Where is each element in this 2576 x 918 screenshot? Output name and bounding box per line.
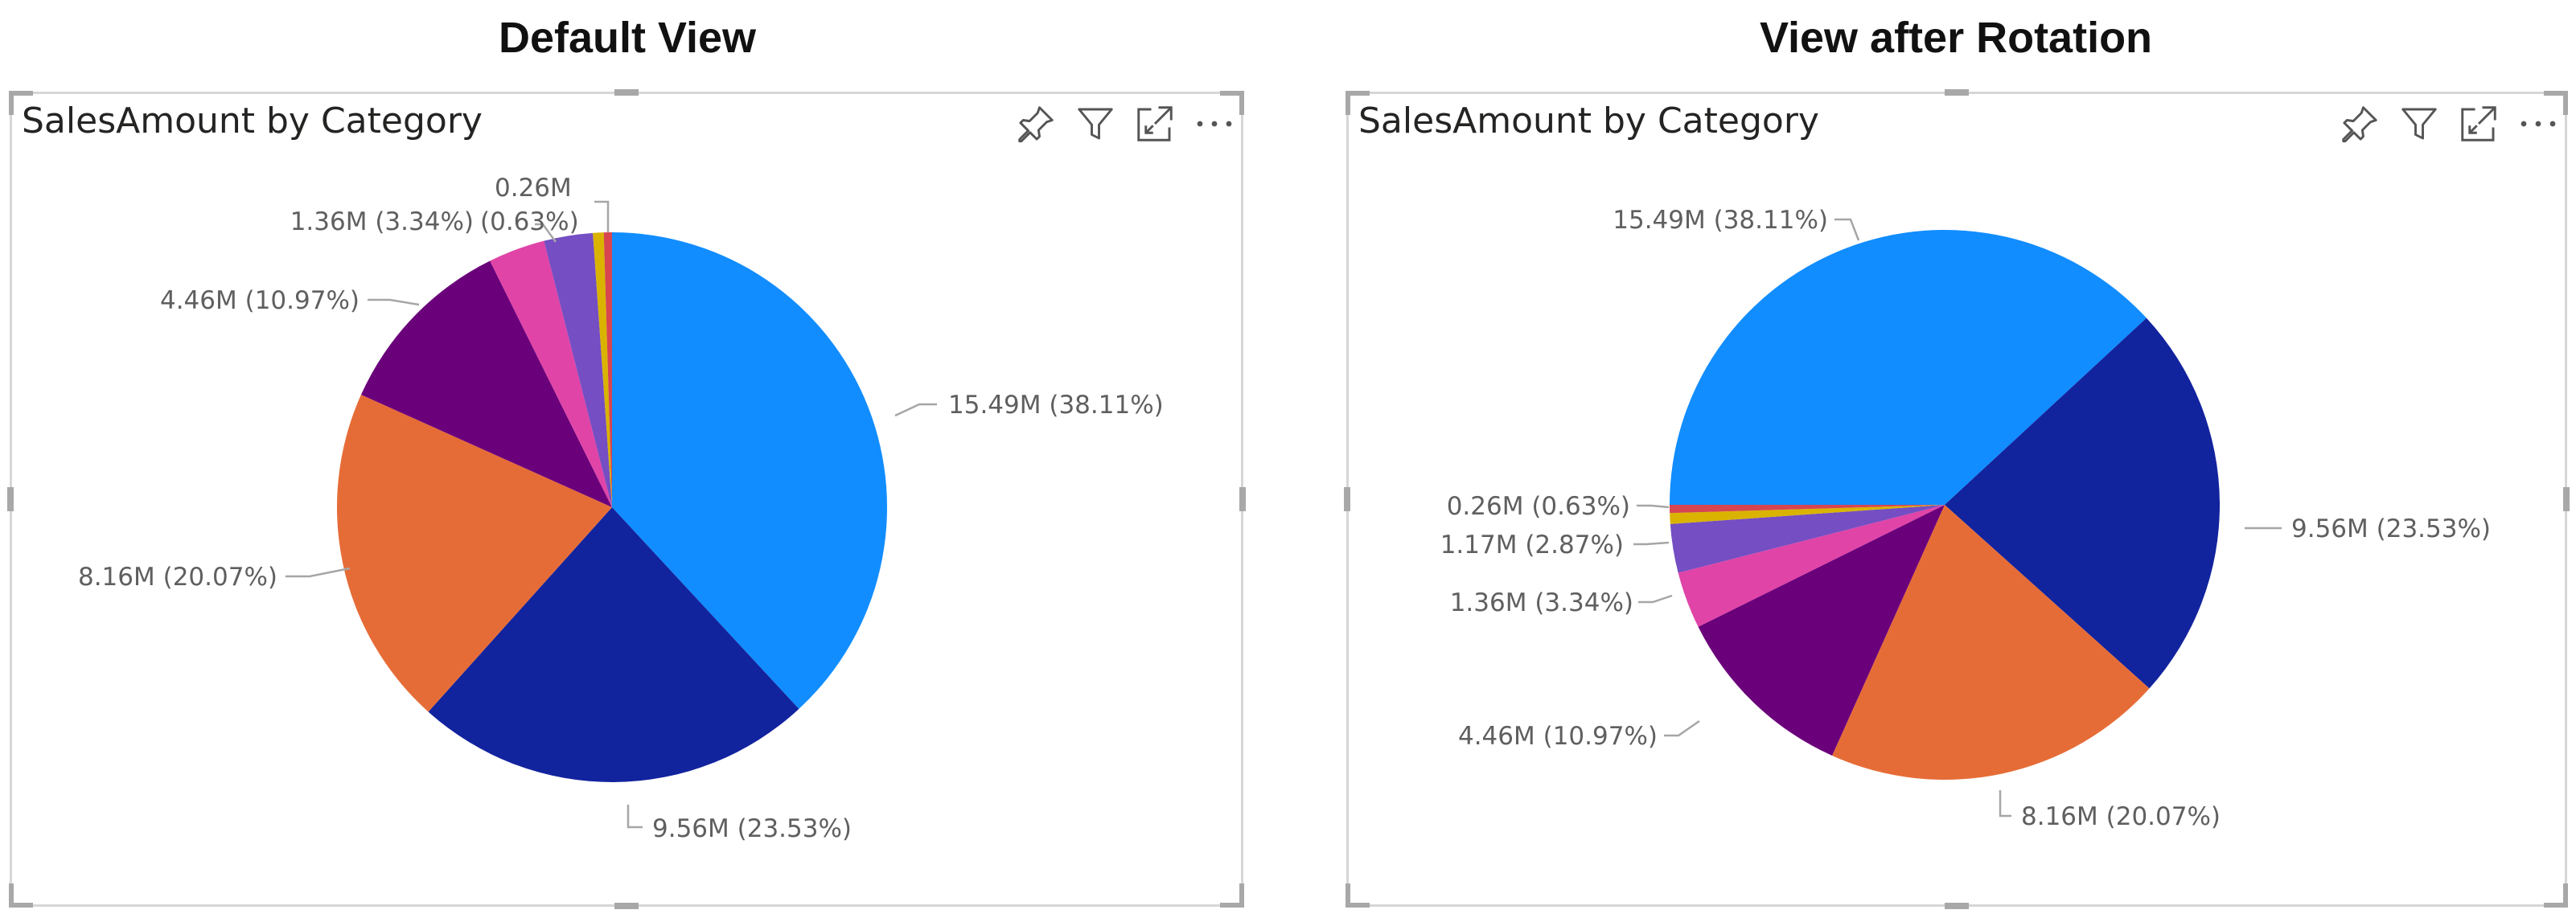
- data-label: 8.16M (20.07%): [78, 563, 277, 592]
- pie-slice[interactable]: [490, 240, 612, 507]
- pie-slices: [337, 232, 888, 783]
- leader-line: [1834, 218, 1860, 241]
- leader-line: [535, 223, 557, 243]
- pie-visual-default[interactable]: SalesAmount by Category 15.49M (38.11%) …: [7, 89, 1246, 909]
- pie-slice[interactable]: [612, 232, 888, 709]
- data-label: 8.16M (20.07%): [2021, 802, 2221, 831]
- data-label: 1.36M (3.34%): [1450, 588, 1633, 617]
- pie-slice[interactable]: [1678, 505, 1945, 627]
- data-labels: 15.49M (38.11%) 9.56M (23.53%) 8.16M (20…: [1440, 206, 2491, 831]
- leader-line: [894, 403, 937, 417]
- pie-slice[interactable]: [360, 260, 612, 507]
- leader-line: [1637, 504, 1670, 509]
- pie-visual-rotated[interactable]: SalesAmount by Category 15.49M (38.11%) …: [1344, 89, 2570, 909]
- pie-slice[interactable]: [337, 395, 612, 712]
- default-view-heading: Default View: [498, 14, 757, 62]
- data-label: 9.56M (23.53%): [2291, 514, 2491, 543]
- corner-handle[interactable]: [9, 883, 33, 908]
- leader-line: [1633, 541, 1670, 546]
- resize-handle[interactable]: [1344, 487, 1350, 511]
- pie-chart: 15.49M (38.11%) 9.56M (23.53%) 8.16M (20…: [78, 174, 1164, 843]
- resize-handle[interactable]: [614, 903, 639, 909]
- leader-line: [594, 200, 610, 232]
- data-label: 1.36M (3.34%): [290, 207, 474, 236]
- pie-slice[interactable]: [603, 232, 612, 507]
- data-label: 9.56M (23.53%): [652, 814, 852, 843]
- corner-handle[interactable]: [2544, 883, 2568, 908]
- corner-handle[interactable]: [2544, 91, 2568, 115]
- corner-handle[interactable]: [1220, 91, 1244, 115]
- more-options-icon[interactable]: [2516, 102, 2560, 145]
- pie-slice[interactable]: [1670, 229, 2147, 505]
- corner-handle[interactable]: [1220, 883, 1244, 908]
- rotated-view-heading: View after Rotation: [1759, 14, 2153, 62]
- pie-chart: 15.49M (38.11%) 9.56M (23.53%) 8.16M (20…: [1440, 206, 2491, 831]
- resize-handle[interactable]: [1239, 487, 1246, 511]
- pie-slice[interactable]: [1832, 505, 2150, 780]
- pie-slice[interactable]: [1670, 505, 1945, 573]
- visual-header-icons: [2338, 102, 2560, 145]
- visual-title: SalesAmount by Category: [22, 100, 483, 141]
- data-label: 15.49M (38.11%): [1613, 206, 1828, 235]
- more-options-icon[interactable]: [1193, 102, 1236, 145]
- leader-line: [1664, 719, 1700, 737]
- corner-handle[interactable]: [1346, 883, 1370, 908]
- corner-handle[interactable]: [1346, 91, 1370, 115]
- pie-slice[interactable]: [1670, 505, 1945, 514]
- resize-handle[interactable]: [7, 487, 14, 511]
- corner-handle[interactable]: [9, 91, 33, 115]
- filter-icon[interactable]: [1074, 102, 1117, 145]
- leader-line: [368, 298, 420, 306]
- data-label: 4.46M (10.97%): [1458, 722, 1658, 751]
- pie-slice[interactable]: [1945, 318, 2221, 689]
- resize-handle[interactable]: [1945, 903, 1969, 909]
- pie-slices: [1670, 229, 2221, 780]
- leader-line: [286, 567, 351, 578]
- resize-handle[interactable]: [1945, 89, 1969, 96]
- leader-line: [627, 805, 643, 829]
- visual-title: SalesAmount by Category: [1358, 100, 1819, 141]
- data-label: 0.26M (0.63%): [1447, 492, 1630, 521]
- leader-line: [1999, 790, 2011, 818]
- data-labels: 15.49M (38.11%) 9.56M (23.53%) 8.16M (20…: [78, 174, 1164, 843]
- focus-mode-icon[interactable]: [1133, 102, 1177, 145]
- pie-slice[interactable]: [593, 232, 612, 507]
- data-label: 0.26M: [495, 174, 572, 203]
- filter-icon[interactable]: [2397, 102, 2441, 145]
- pie-slice[interactable]: [1698, 505, 1945, 756]
- pie-slice[interactable]: [544, 232, 612, 507]
- pin-icon[interactable]: [2338, 102, 2381, 145]
- pie-slice[interactable]: [1670, 505, 1945, 524]
- resize-handle[interactable]: [2563, 487, 2570, 511]
- focus-mode-icon[interactable]: [2457, 102, 2500, 145]
- visual-header-icons: [1014, 102, 1236, 145]
- leader-line: [1638, 594, 1673, 604]
- data-label: 15.49M (38.11%): [948, 391, 1164, 420]
- data-label: 4.46M (10.97%): [160, 286, 359, 315]
- resize-handle[interactable]: [614, 89, 639, 96]
- pie-slice[interactable]: [428, 507, 799, 783]
- data-label: 1.17M (2.87%): [1440, 531, 1624, 559]
- pin-icon[interactable]: [1014, 102, 1058, 145]
- data-label: (0.63%): [480, 207, 579, 236]
